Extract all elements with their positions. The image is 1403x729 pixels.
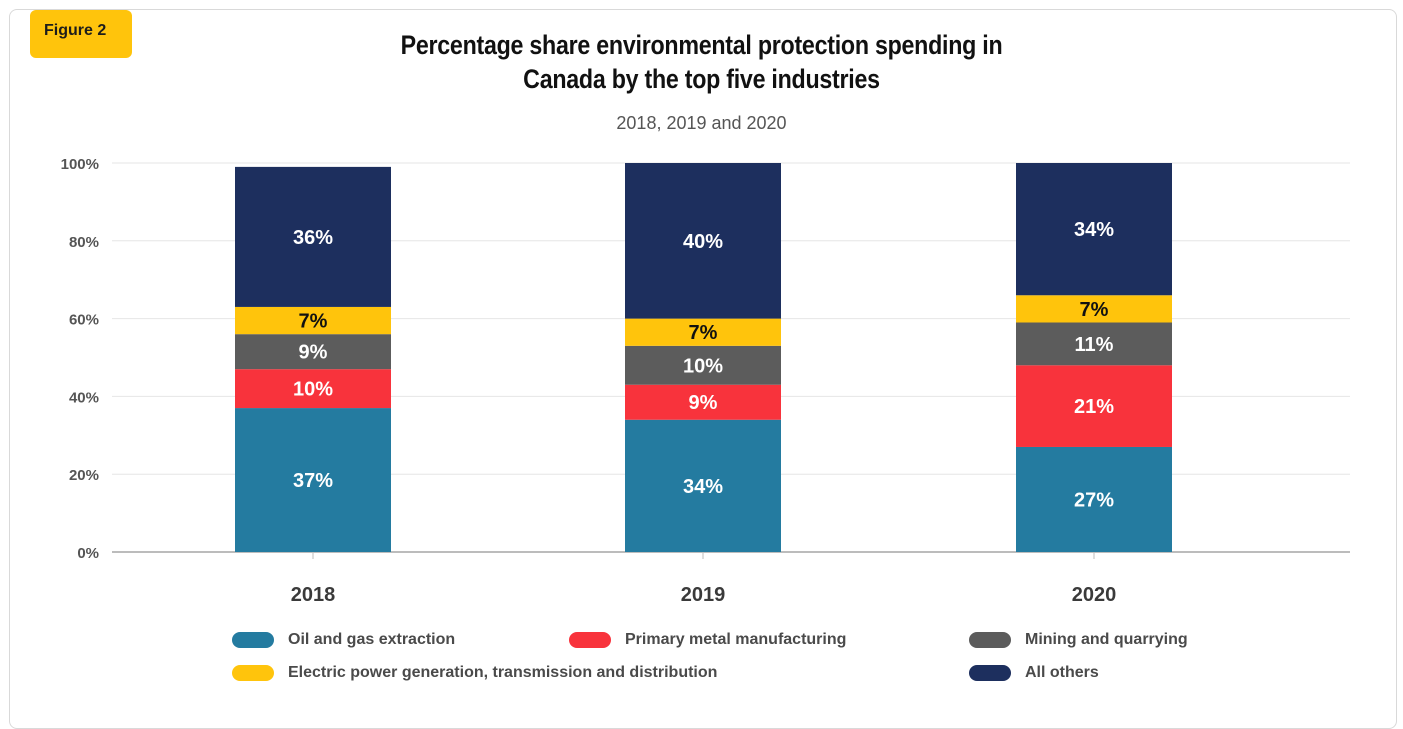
bar-segment — [1016, 295, 1172, 323]
bar-value-label: 36% — [293, 227, 333, 249]
y-tick-label: 60% — [69, 312, 99, 329]
bar-segment — [625, 345, 781, 385]
bar-value-label: 10% — [683, 355, 723, 377]
y-tick-label: 80% — [69, 234, 99, 251]
bar-segment — [235, 306, 391, 335]
bar-value-label: 7% — [1080, 299, 1109, 321]
chart-subtitle: 2018, 2019 and 2020 — [616, 113, 787, 133]
bar-value-label: 40% — [683, 231, 723, 253]
bar-value-label: 9% — [299, 342, 328, 364]
y-tick-label: 100% — [61, 156, 99, 173]
bar-segment — [1016, 163, 1172, 296]
bar-segment — [235, 334, 391, 370]
bar-segment — [235, 408, 391, 552]
bar-segment — [625, 163, 781, 319]
bar-segment — [235, 369, 391, 409]
bar-value-label: 34% — [683, 476, 723, 498]
y-tick-label: 20% — [69, 467, 99, 484]
bar-value-label: 27% — [1074, 489, 1114, 511]
bar-value-label: 10% — [293, 379, 333, 401]
bar-segment — [625, 419, 781, 552]
x-tick-label: 2020 — [1072, 584, 1117, 606]
bar-segment — [235, 166, 391, 307]
bar-value-label: 7% — [299, 311, 328, 333]
chart-title: Percentage share environmental protectio… — [400, 30, 1003, 94]
bar-value-label: 21% — [1074, 396, 1114, 418]
x-tick-label: 2018 — [291, 584, 336, 606]
bar-value-label: 7% — [689, 322, 718, 344]
y-tick-label: 40% — [69, 389, 99, 406]
bar-value-label: 11% — [1075, 334, 1114, 356]
bar-value-label: 9% — [689, 392, 718, 414]
figure-badge: Figure 2 — [30, 10, 132, 58]
y-tick-label: 0% — [77, 545, 99, 562]
bar-segment — [1016, 365, 1172, 447]
x-tick-label: 2019 — [681, 584, 726, 606]
bar-segment — [625, 384, 781, 420]
bar-segment — [625, 318, 781, 346]
bar-value-label: 34% — [1074, 219, 1114, 241]
bar-segment — [1016, 446, 1172, 552]
chart-plot-area: 0% 20% 40% 60% 80% 100% 37% 10% 9% 7% 36% 2018 34% 9%… — [61, 156, 1350, 606]
bar-segment — [1016, 322, 1172, 366]
bar-value-label: 37% — [293, 470, 333, 492]
